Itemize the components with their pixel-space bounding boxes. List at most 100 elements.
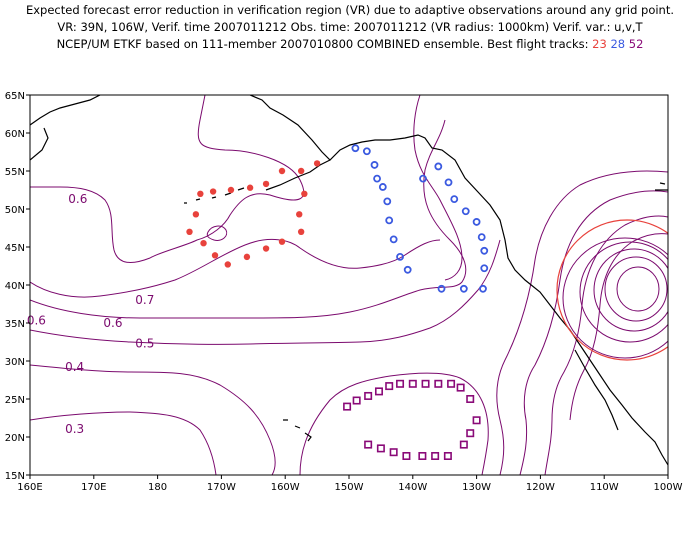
flight-tracks <box>186 144 489 460</box>
track-28-point <box>450 195 459 204</box>
track-23-point <box>211 252 219 259</box>
track-52-point <box>364 440 373 449</box>
track-23-point <box>313 160 321 167</box>
coast-north-america <box>249 95 668 466</box>
track-52-point <box>434 379 443 388</box>
contour-label: 0.6 <box>27 314 46 328</box>
contour-0-3 <box>30 411 217 475</box>
y-tick-label: 55N <box>5 167 25 178</box>
x-tick-label: 110W <box>590 482 619 493</box>
contour-labels: 0.60.70.60.50.40.30.60.50.60.50.60.70.80… <box>27 192 155 436</box>
track-23-point <box>297 167 305 175</box>
track-28-point <box>362 147 371 156</box>
coast-siberia <box>30 95 101 126</box>
track-23-point <box>297 228 305 235</box>
track-52-point <box>396 379 405 388</box>
track-52-point <box>466 394 475 403</box>
track-28-point <box>479 284 487 293</box>
coast-kamchatka <box>30 127 49 161</box>
track-28-point <box>472 218 481 226</box>
x-tick-label: 150W <box>335 482 364 493</box>
track-28-point <box>351 144 360 153</box>
contour-east-1-1 <box>562 237 668 359</box>
track-52-point <box>408 379 417 388</box>
track-23-point <box>278 167 286 175</box>
track-23-point <box>197 190 204 197</box>
track-28-point <box>396 252 404 261</box>
map-frame <box>29 94 669 476</box>
coast-aleutian-peninsula <box>265 159 331 191</box>
title-line-3-text: NCEP/UM ETKF based on 111-member 2007010… <box>56 37 593 51</box>
contour-0-5-b <box>299 372 489 475</box>
track-23-point <box>186 228 193 235</box>
contour-east-0-6 <box>496 170 668 475</box>
track-23-point <box>296 211 303 218</box>
track-28-point <box>444 178 453 187</box>
contour-label: 0.6 <box>103 316 122 330</box>
contour-label: 0.6 <box>68 192 87 206</box>
track-23-label: 23 <box>592 37 607 51</box>
x-tick-label: 170E <box>81 482 106 493</box>
x-tick-label: 160E <box>17 482 42 493</box>
x-tick-label: 160W <box>271 482 300 493</box>
track-52-point <box>402 451 411 460</box>
track-52-point <box>472 416 481 425</box>
x-tick-label: 120W <box>526 482 555 493</box>
track-23-point <box>192 211 200 218</box>
y-tick-label: 35N <box>5 319 25 330</box>
contour-east-1-4 <box>604 256 668 322</box>
track-28-point <box>480 264 489 273</box>
track-28-point <box>403 265 412 274</box>
track-52-point <box>443 451 452 460</box>
map-axes: 160E 170E 180 170W 160W 150W 140W 130W 120W 110W 1… <box>5 91 683 493</box>
y-tick-label: 25N <box>5 395 25 406</box>
y-tick-label: 30N <box>5 357 25 368</box>
track-28-point <box>459 284 468 293</box>
track-23-point <box>262 180 270 188</box>
title-line-1: Expected forecast error reduction in ver… <box>25 3 675 17</box>
track-52-point <box>374 387 383 396</box>
track-28-point <box>477 233 486 242</box>
contour-0-6-c <box>413 95 463 281</box>
track-28-point <box>378 183 387 191</box>
error-contours <box>30 95 668 475</box>
contour-east-1-3 <box>593 248 668 332</box>
track-28-point <box>373 174 381 183</box>
track-52-point <box>459 440 468 449</box>
track-23-point <box>278 238 286 245</box>
track-28-point <box>370 161 379 169</box>
y-tick-label: 20N <box>5 433 25 444</box>
track-23-point <box>200 240 207 247</box>
track-52-point <box>385 382 394 391</box>
y-tick-label: 40N <box>5 281 25 292</box>
track-23-point <box>301 190 308 197</box>
y-tick-label: 45N <box>5 243 25 254</box>
track-23-point <box>209 188 217 195</box>
track-52-point <box>343 402 352 411</box>
contour-small-loop <box>206 225 228 241</box>
coast-northeast <box>655 182 668 191</box>
track-28-point <box>385 216 394 225</box>
contour-label: 0.7 <box>135 293 154 307</box>
track-28-label: 28 <box>610 37 626 51</box>
track-52-point <box>421 379 430 388</box>
y-tick-label: 65N <box>5 91 25 102</box>
track-52-point <box>376 444 385 453</box>
x-tick-label: 140W <box>398 482 427 493</box>
track-23-point <box>224 261 231 268</box>
coast-aleutian-islands <box>184 187 245 204</box>
verification-region-circle <box>556 219 668 361</box>
x-tick-label: 180 <box>148 482 167 493</box>
coast-baja <box>574 349 619 431</box>
track-28-point <box>461 207 470 216</box>
contour-label: 0.4 <box>65 360 84 374</box>
contour-0-7 <box>30 238 441 298</box>
track-52-point <box>364 391 373 400</box>
contour-0-6-a <box>30 95 305 263</box>
track-52-point <box>418 451 427 460</box>
contour-0-5 <box>30 239 501 345</box>
track-52-point <box>456 383 465 392</box>
track-23-point <box>243 253 251 261</box>
coastline <box>30 95 668 466</box>
